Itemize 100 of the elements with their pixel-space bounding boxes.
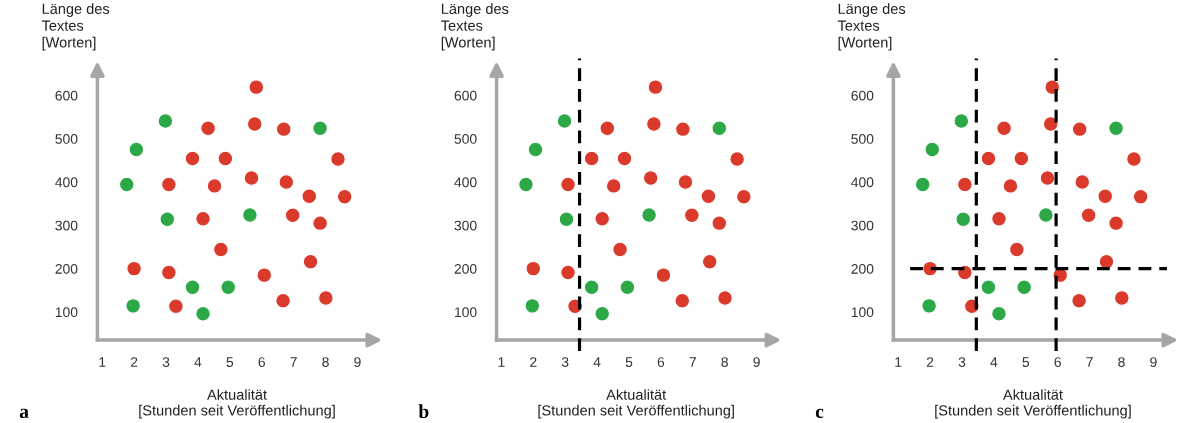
y-tick-label: 300 bbox=[55, 220, 78, 231]
point bbox=[336, 188, 353, 205]
point bbox=[275, 292, 291, 309]
point bbox=[1038, 207, 1054, 223]
y-tick-label: 400 bbox=[851, 177, 874, 188]
x-tick-label: 4 bbox=[990, 357, 998, 367]
y-tick-label: 400 bbox=[55, 177, 78, 188]
point bbox=[647, 79, 664, 95]
x-axis-title: Aktualität [Stunden seit Veröffentlichung] bbox=[935, 389, 1131, 419]
point bbox=[278, 174, 295, 190]
x-tick-label: 2 bbox=[926, 357, 934, 367]
y-tick-label: 500 bbox=[851, 134, 874, 144]
point bbox=[717, 290, 733, 306]
point bbox=[1039, 170, 1056, 186]
point bbox=[125, 298, 141, 314]
point bbox=[711, 215, 728, 231]
y-tick-label: 400 bbox=[454, 177, 477, 188]
point bbox=[924, 141, 941, 158]
point bbox=[1132, 188, 1149, 205]
y-axis-title: Länge des Textes [Worten] bbox=[837, 3, 906, 51]
point bbox=[1071, 292, 1087, 309]
point bbox=[1098, 253, 1115, 270]
y-tick-label: 300 bbox=[851, 220, 874, 231]
point bbox=[556, 113, 573, 129]
point bbox=[195, 210, 211, 227]
y-tick-label: 600 bbox=[55, 90, 78, 101]
x-tick-label: 4 bbox=[593, 357, 601, 367]
text: c bbox=[815, 408, 824, 419]
point bbox=[991, 210, 1007, 227]
point bbox=[159, 211, 176, 228]
x-tick-label: 1 bbox=[99, 357, 106, 367]
point bbox=[1074, 174, 1091, 190]
point bbox=[518, 176, 534, 193]
x-tick-label: 5 bbox=[625, 357, 633, 367]
y-tick-label: 300 bbox=[454, 220, 477, 231]
point bbox=[217, 150, 234, 167]
y-tick-label: 500 bbox=[55, 134, 78, 144]
point bbox=[736, 188, 752, 205]
point bbox=[701, 253, 718, 270]
point bbox=[646, 116, 662, 132]
point bbox=[594, 210, 611, 227]
point bbox=[996, 120, 1012, 137]
x-tick-label: 8 bbox=[721, 357, 728, 367]
point bbox=[1126, 151, 1142, 167]
point bbox=[955, 211, 972, 228]
point bbox=[220, 279, 237, 296]
point bbox=[524, 298, 541, 314]
point bbox=[594, 305, 611, 322]
point bbox=[583, 150, 600, 167]
x-tick-label: 4 bbox=[194, 357, 202, 367]
x-tick-label: 6 bbox=[258, 357, 265, 367]
y-tick-label: 600 bbox=[851, 90, 874, 101]
point bbox=[184, 279, 201, 296]
y-tick-label: 600 bbox=[454, 90, 477, 101]
x-tick-label: 2 bbox=[130, 357, 138, 367]
point bbox=[1009, 241, 1025, 258]
point bbox=[213, 241, 229, 258]
point bbox=[674, 292, 691, 309]
point bbox=[275, 121, 292, 137]
point bbox=[126, 260, 142, 277]
y-axis-title: Länge des Textes [Worten] bbox=[441, 3, 509, 51]
point bbox=[243, 170, 260, 186]
point bbox=[980, 150, 997, 167]
point bbox=[953, 113, 970, 129]
x-tick-label: 9 bbox=[753, 357, 760, 367]
y-tick-label: 200 bbox=[851, 263, 874, 274]
point bbox=[583, 279, 600, 296]
point bbox=[301, 188, 318, 205]
x-tick-label: 7 bbox=[1086, 357, 1093, 367]
point bbox=[605, 178, 622, 194]
point bbox=[560, 264, 576, 281]
point bbox=[1016, 279, 1033, 296]
y-tick-label: 500 bbox=[454, 134, 477, 144]
point bbox=[729, 151, 745, 167]
x-tick-label: 3 bbox=[162, 357, 170, 367]
point bbox=[711, 120, 728, 137]
x-tick-label: 7 bbox=[290, 357, 297, 367]
point bbox=[256, 267, 273, 283]
x-tick-label: 9 bbox=[354, 357, 361, 367]
y-tick-label: 200 bbox=[55, 263, 78, 274]
point bbox=[242, 207, 258, 223]
x-tick-label: 1 bbox=[895, 357, 902, 367]
point bbox=[248, 79, 265, 95]
y-tick-label: 200 bbox=[454, 263, 477, 274]
x-tick-label: 2 bbox=[530, 357, 537, 367]
x-tick-label: 6 bbox=[1054, 357, 1061, 367]
point bbox=[980, 279, 997, 296]
y-tick-label: 100 bbox=[455, 307, 477, 318]
point bbox=[991, 305, 1007, 322]
x-tick-label: 3 bbox=[561, 357, 569, 367]
x-tick-label: 3 bbox=[958, 357, 966, 367]
y-tick-label: 100 bbox=[851, 307, 874, 318]
point bbox=[161, 264, 177, 281]
point bbox=[1002, 178, 1019, 194]
point bbox=[1042, 116, 1059, 132]
point bbox=[246, 116, 263, 132]
point bbox=[684, 207, 700, 224]
point bbox=[312, 215, 328, 231]
point bbox=[527, 141, 544, 158]
point bbox=[675, 121, 691, 137]
